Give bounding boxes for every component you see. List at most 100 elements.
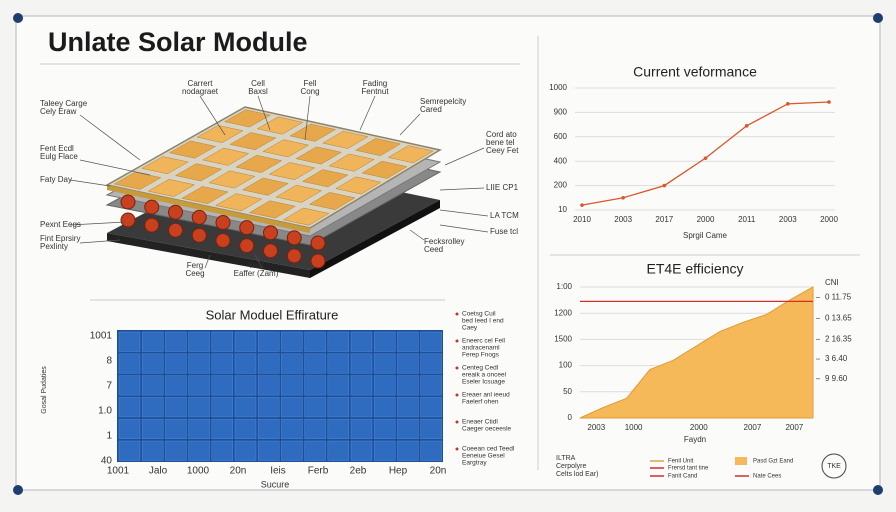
- legend-swatch: [735, 457, 747, 465]
- panel-cell: [420, 418, 442, 439]
- panel-x-tick: 20n: [230, 466, 247, 477]
- point: [744, 124, 749, 128]
- solar-cell: [174, 163, 223, 182]
- legend-label: Fenil Unit: [668, 459, 694, 465]
- leader-line: [257, 95, 271, 131]
- base-side: [310, 200, 440, 278]
- leader-line: [79, 239, 121, 244]
- y-tick-label: 1500: [554, 335, 572, 344]
- panel-grid: [117, 330, 443, 462]
- panel-cell: [234, 331, 257, 352]
- panel-cell: [141, 353, 164, 374]
- diagram-label: LA TCM: [490, 211, 519, 220]
- panel-cell: [327, 440, 350, 461]
- module-diagram: [104, 106, 443, 278]
- logo-text: TKE: [827, 463, 841, 470]
- diagram-label: bene tel: [486, 138, 515, 147]
- solar-cell: [268, 162, 316, 180]
- panel-cell: [165, 418, 187, 439]
- coil: [215, 233, 231, 248]
- leader-line: [399, 113, 421, 136]
- panel-cell: [304, 375, 326, 396]
- panel-cell: [304, 418, 326, 439]
- solar-cell: [208, 170, 256, 189]
- panel-cell: [420, 397, 442, 418]
- panel-cell: [188, 397, 210, 418]
- coil: [310, 235, 326, 251]
- solar-cell: [196, 125, 244, 143]
- panel-cell: [327, 331, 350, 352]
- solar-cell: [168, 140, 217, 159]
- x-tick-label: 2010: [573, 215, 591, 224]
- panel-title: Solar Moduel Effirature: [206, 307, 339, 322]
- panel-cell: [234, 397, 257, 418]
- x-tick-label: 2007: [785, 423, 803, 432]
- point: [786, 102, 790, 106]
- leader-line: [69, 179, 111, 187]
- panel-cell: [327, 397, 350, 418]
- solar-cell: [248, 200, 296, 219]
- diagram-label: nodagraet: [182, 87, 219, 96]
- diagram-label: Fecksrolley: [424, 237, 464, 246]
- solar-cell: [223, 109, 272, 128]
- panel-cell: [420, 353, 442, 374]
- leader-line: [199, 95, 226, 136]
- panel-note: Eneaer Ctidl: [462, 419, 498, 426]
- panel-y-tick: 40: [101, 456, 113, 467]
- x-axis-label: Sprgil Came: [683, 231, 728, 240]
- panel-cell: [118, 331, 141, 352]
- panel-cell: [350, 375, 373, 396]
- panel-cell: [304, 353, 326, 374]
- x-tick-label: 2000: [820, 215, 838, 224]
- corner-dot: [873, 13, 883, 23]
- panel-cell: [211, 331, 234, 352]
- leader-line: [439, 187, 485, 191]
- leader-line: [444, 147, 485, 166]
- y-tick-label: 0: [568, 413, 573, 422]
- solar-cell: [328, 153, 375, 172]
- point: [703, 156, 708, 160]
- panel-cell: [350, 440, 373, 461]
- solar-cell: [289, 123, 337, 142]
- panel-y-tick: 8: [106, 356, 112, 367]
- panel-note: andracenaml: [462, 345, 500, 352]
- panel-cell: [188, 418, 210, 439]
- solar-cell: [282, 207, 330, 226]
- panel-note: Eneerc cel Fell: [462, 338, 506, 345]
- leader-line: [79, 159, 151, 176]
- panel-x-tick: Jalo: [149, 466, 168, 477]
- solar-cell: [141, 156, 189, 175]
- panel-cell: [397, 375, 419, 396]
- panel-note: Coetsg Cuil: [462, 311, 496, 318]
- coil: [239, 220, 255, 236]
- panel-cell: [350, 331, 373, 352]
- diagram-label: Fint Eprsiry: [40, 234, 80, 243]
- solar-cell: [387, 145, 434, 164]
- leader-line: [409, 229, 425, 241]
- note-bullet: [455, 312, 459, 316]
- diagram-label: Fent Ecdl: [40, 144, 74, 153]
- y-tick-label: 600: [554, 132, 568, 141]
- coil: [263, 225, 278, 241]
- panel-note: Eargtray: [462, 460, 487, 467]
- diagram-label: Ceeg: [185, 269, 204, 278]
- footer-text: ILTRA: [556, 455, 576, 462]
- coil: [239, 238, 255, 254]
- x-tick-label: 2003: [587, 423, 605, 432]
- panel-y-tick: 7: [106, 381, 112, 392]
- panel-cell: [420, 331, 442, 352]
- coil: [191, 227, 207, 243]
- panel-cell: [257, 440, 280, 461]
- y-tick-label: 1000: [549, 83, 567, 92]
- diagram-label: Baxsl: [248, 87, 268, 96]
- leader-line: [204, 254, 211, 269]
- panel-cell: [281, 353, 303, 374]
- legend-label: Pasd Gzt Eand: [753, 459, 793, 465]
- panel-x-tick: Hep: [389, 466, 408, 477]
- panel-cell: [141, 397, 164, 418]
- note-bullet: [455, 447, 459, 451]
- leader-line: [304, 95, 311, 141]
- diagram-label: Fell: [304, 79, 317, 88]
- solar-cell: [215, 193, 263, 212]
- base-side: [107, 233, 310, 278]
